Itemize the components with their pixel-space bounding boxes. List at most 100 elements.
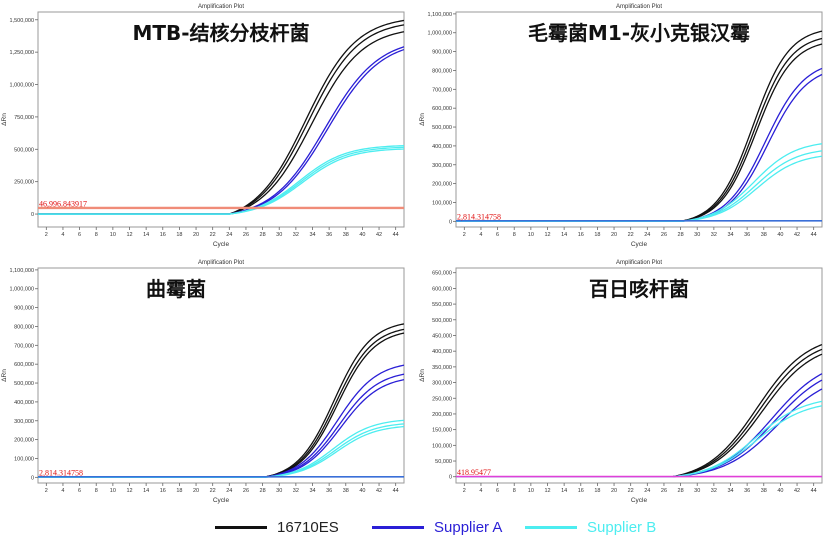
x-tick-label: 32 — [293, 488, 299, 494]
x-tick-label: 40 — [777, 488, 783, 494]
y-tick-label: 650,000 — [432, 271, 452, 277]
x-tick-label: 12 — [126, 488, 132, 494]
x-tick-label: 16 — [578, 232, 584, 238]
x-tick-label: 12 — [544, 488, 550, 494]
y-tick-label: 250,000 — [14, 180, 34, 186]
x-tick-label: 28 — [260, 232, 266, 238]
x-tick-label: 12 — [544, 232, 550, 238]
x-tick-label: 28 — [678, 232, 684, 238]
chart-svg: Amplification Plot 0 100,000 200,000 300,000… — [1, 260, 405, 504]
legend-swatch — [525, 525, 577, 529]
chart-title: Amplification Plot — [616, 260, 662, 266]
x-tick-label: 16 — [160, 488, 166, 494]
x-tick-label: 16 — [160, 232, 166, 238]
y-tick-label: 250,000 — [432, 396, 452, 402]
x-tick-label: 38 — [343, 232, 349, 238]
amplification-plot-aspergillus: Amplification Plot 0 100,000 200,000 300,000… — [0, 256, 413, 508]
y-axis-label: ΔRn — [419, 369, 426, 382]
x-axis-label: Cycle — [631, 241, 648, 248]
legend-label: 16710ES — [277, 518, 339, 536]
x-tick-label: 18 — [594, 232, 600, 238]
x-tick-label: 24 — [226, 488, 232, 494]
x-tick-label: 10 — [528, 232, 534, 238]
y-tick-label: 0 — [449, 475, 452, 481]
x-axis-label: Cycle — [631, 497, 648, 504]
y-tick-label: 100,000 — [432, 200, 452, 206]
panel-label: 曲霉菌 — [146, 277, 206, 301]
y-tick-label: 1,250,000 — [10, 50, 34, 56]
y-tick-label: 550,000 — [432, 302, 452, 308]
threshold-label: 418.95477 — [457, 468, 491, 477]
x-tick-label: 10 — [110, 488, 116, 494]
x-tick-label: 42 — [794, 232, 800, 238]
panel-label: 百日咳杆菌 — [589, 277, 689, 301]
x-tick-label: 20 — [611, 232, 617, 238]
x-tick-label: 16 — [578, 488, 584, 494]
x-tick-label: 34 — [309, 232, 315, 238]
y-tick-label: 750,000 — [14, 115, 34, 121]
x-tick-label: 12 — [126, 232, 132, 238]
legend-label: Supplier B — [587, 518, 657, 536]
x-tick-label: 10 — [110, 232, 116, 238]
y-tick-label: 400,000 — [432, 349, 452, 355]
x-tick-label: 40 — [777, 232, 783, 238]
y-tick-label: 300,000 — [432, 163, 452, 169]
panel-label: MTB-结核分枝杆菌 — [132, 21, 309, 45]
x-tick-label: 4 — [479, 488, 482, 494]
x-tick-label: 38 — [343, 488, 349, 494]
x-tick-label: 4 — [61, 488, 64, 494]
x-tick-label: 18 — [176, 488, 182, 494]
y-tick-label: 500,000 — [432, 318, 452, 324]
x-tick-label: 32 — [293, 232, 299, 238]
y-tick-label: 500,000 — [14, 147, 34, 153]
y-tick-label: 1,000,000 — [10, 83, 34, 89]
x-tick-label: 18 — [594, 488, 600, 494]
x-tick-label: 8 — [513, 488, 516, 494]
x-tick-label: 44 — [393, 488, 399, 494]
x-tick-label: 34 — [309, 488, 315, 494]
x-tick-label: 36 — [744, 488, 750, 494]
y-tick-label: 450,000 — [432, 333, 452, 339]
y-tick-label: 300,000 — [432, 381, 452, 387]
y-tick-label: 500,000 — [432, 125, 452, 131]
legend-item-supplier-a: Supplier A — [372, 518, 502, 536]
y-tick-label: 700,000 — [432, 87, 452, 93]
y-tick-label: 1,100,000 — [428, 12, 452, 18]
x-tick-label: 26 — [661, 488, 667, 494]
x-tick-label: 32 — [711, 232, 717, 238]
x-tick-label: 42 — [376, 488, 382, 494]
x-tick-label: 22 — [210, 488, 216, 494]
x-tick-label: 2 — [463, 488, 466, 494]
x-tick-label: 34 — [727, 232, 733, 238]
x-tick-label: 44 — [811, 488, 817, 494]
chart-svg: Amplification Plot 0 250,000 500,000 750,000… — [1, 4, 405, 248]
chart-svg: Amplification Plot 0 100,000 200,000 300,000… — [419, 4, 823, 248]
x-tick-label: 36 — [326, 232, 332, 238]
y-tick-label: 1,100,000 — [10, 268, 34, 274]
y-tick-label: 1,000,000 — [10, 287, 34, 293]
x-tick-label: 34 — [727, 488, 733, 494]
x-tick-label: 20 — [193, 488, 199, 494]
y-tick-label: 400,000 — [14, 400, 34, 406]
x-tick-label: 2 — [463, 232, 466, 238]
y-tick-label: 350,000 — [432, 365, 452, 371]
x-tick-label: 30 — [694, 232, 700, 238]
x-tick-label: 42 — [794, 488, 800, 494]
x-tick-label: 30 — [694, 488, 700, 494]
threshold-label: 2,814.314758 — [457, 212, 501, 221]
legend-swatch — [215, 525, 267, 529]
x-tick-label: 36 — [744, 232, 750, 238]
x-tick-label: 44 — [393, 232, 399, 238]
y-tick-label: 1,000,000 — [428, 31, 452, 37]
y-tick-label: 0 — [31, 475, 34, 481]
y-tick-label: 1,500,000 — [10, 18, 34, 24]
x-tick-label: 30 — [276, 232, 282, 238]
x-tick-label: 26 — [661, 232, 667, 238]
y-tick-label: 0 — [449, 219, 452, 225]
x-tick-label: 38 — [761, 232, 767, 238]
x-tick-label: 26 — [243, 232, 249, 238]
x-tick-label: 40 — [359, 232, 365, 238]
plot-area — [455, 267, 823, 484]
amplification-plot-mtb: Amplification Plot 0 250,000 500,000 750,000… — [0, 0, 413, 252]
x-axis-label: Cycle — [213, 497, 230, 504]
